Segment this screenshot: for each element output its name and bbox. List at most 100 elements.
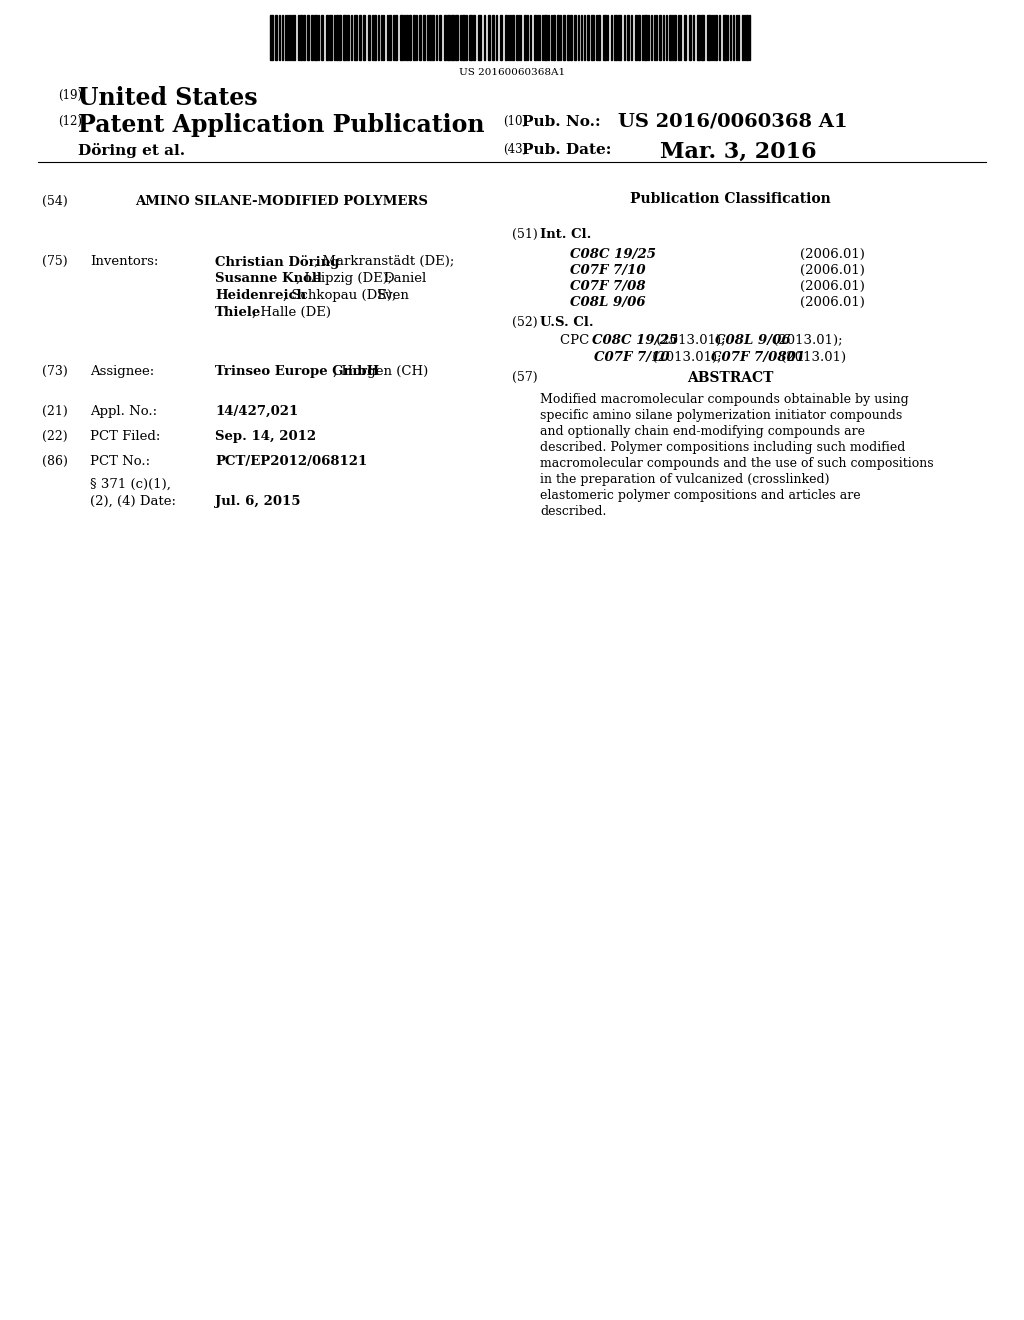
Bar: [406, 15, 408, 59]
Text: (75): (75): [42, 255, 68, 268]
Text: , Markranstädt (DE);: , Markranstädt (DE);: [314, 255, 455, 268]
Text: macromolecular compounds and the use of such compositions: macromolecular compounds and the use of …: [540, 457, 934, 470]
Bar: [347, 15, 349, 59]
Text: Sep. 14, 2012: Sep. 14, 2012: [215, 430, 316, 444]
Text: (2006.01): (2006.01): [800, 248, 865, 261]
Text: C08L 9/06: C08L 9/06: [716, 334, 791, 347]
Text: (51): (51): [512, 228, 538, 242]
Text: Christian Döring: Christian Döring: [215, 255, 339, 269]
Text: Thiele: Thiele: [215, 306, 261, 319]
Bar: [598, 15, 600, 59]
Text: CPC .: CPC .: [560, 334, 602, 347]
Bar: [570, 15, 572, 59]
Text: C08C 19/25: C08C 19/25: [570, 248, 656, 261]
Text: in the preparation of vulcanized (crosslinked): in the preparation of vulcanized (crossl…: [540, 473, 829, 486]
Text: Jul. 6, 2015: Jul. 6, 2015: [215, 495, 300, 508]
Text: and optionally chain end-modifying compounds are: and optionally chain end-modifying compo…: [540, 425, 865, 438]
Text: C07F 7/0801: C07F 7/0801: [712, 351, 806, 364]
Bar: [329, 15, 332, 59]
Text: Patent Application Publication: Patent Application Publication: [78, 114, 484, 137]
Bar: [534, 15, 536, 59]
Bar: [473, 15, 475, 59]
Text: (10): (10): [503, 115, 527, 128]
Bar: [321, 15, 323, 59]
Bar: [500, 15, 502, 59]
Text: Appl. No.:: Appl. No.:: [90, 405, 157, 418]
Text: (2006.01): (2006.01): [800, 264, 865, 277]
Bar: [563, 15, 565, 59]
Text: Mar. 3, 2016: Mar. 3, 2016: [660, 141, 816, 162]
Bar: [451, 15, 454, 59]
Bar: [413, 15, 415, 59]
Bar: [432, 15, 434, 59]
Bar: [339, 15, 341, 59]
Bar: [409, 15, 411, 59]
Text: , Leipzig (DE);: , Leipzig (DE);: [296, 272, 396, 285]
Bar: [447, 15, 450, 59]
Bar: [627, 15, 629, 59]
Bar: [591, 15, 594, 59]
Text: Assignee:: Assignee:: [90, 366, 155, 378]
Bar: [707, 15, 710, 59]
Text: (19): (19): [58, 88, 82, 102]
Text: Susanne Knoll: Susanne Knoll: [215, 272, 322, 285]
Bar: [419, 15, 421, 59]
Text: C07F 7/10: C07F 7/10: [594, 351, 670, 364]
Text: (21): (21): [42, 405, 68, 418]
Text: Pub. No.:: Pub. No.:: [522, 115, 601, 129]
Bar: [326, 15, 328, 59]
Bar: [423, 15, 425, 59]
Text: Modified macromolecular compounds obtainable by using: Modified macromolecular compounds obtain…: [540, 393, 908, 407]
Text: United States: United States: [78, 86, 258, 110]
Text: described.: described.: [540, 506, 606, 517]
Text: PCT/EP2012/068121: PCT/EP2012/068121: [215, 455, 368, 469]
Bar: [544, 15, 547, 59]
Text: (54): (54): [42, 195, 68, 209]
Bar: [314, 15, 317, 59]
Text: Trinseo Europe GmbH: Trinseo Europe GmbH: [215, 366, 379, 378]
Text: (57): (57): [512, 371, 538, 384]
Text: (2013.01);: (2013.01);: [652, 334, 730, 347]
Bar: [374, 15, 376, 59]
Bar: [697, 15, 700, 59]
Text: C07F 7/10: C07F 7/10: [570, 264, 645, 277]
Bar: [354, 15, 357, 59]
Text: described. Polymer compositions including such modified: described. Polymer compositions includin…: [540, 441, 905, 454]
Bar: [429, 15, 431, 59]
Text: Int. Cl.: Int. Cl.: [540, 228, 592, 242]
Bar: [400, 15, 403, 59]
Text: (86): (86): [42, 455, 68, 469]
Bar: [469, 15, 472, 59]
Text: Döring et al.: Döring et al.: [78, 143, 185, 158]
Text: (12): (12): [58, 115, 82, 128]
Text: elastomeric polymer compositions and articles are: elastomeric polymer compositions and art…: [540, 488, 860, 502]
Text: , Schkopau (DE);: , Schkopau (DE);: [284, 289, 401, 302]
Bar: [618, 15, 621, 59]
Bar: [638, 15, 640, 59]
Text: (52): (52): [512, 315, 538, 329]
Bar: [567, 15, 569, 59]
Text: (2006.01): (2006.01): [800, 280, 865, 293]
Text: (73): (73): [42, 366, 68, 378]
Bar: [478, 15, 481, 59]
Text: Heidenreich: Heidenreich: [215, 289, 306, 302]
Text: Sven: Sven: [377, 289, 410, 302]
Text: Publication Classification: Publication Classification: [630, 191, 830, 206]
Bar: [462, 15, 465, 59]
Text: (22): (22): [42, 430, 68, 444]
Text: (43): (43): [503, 143, 527, 156]
Bar: [746, 15, 748, 59]
Bar: [659, 15, 662, 59]
Text: (2006.01): (2006.01): [800, 296, 865, 309]
Bar: [336, 15, 338, 59]
Text: ABSTRACT: ABSTRACT: [687, 371, 773, 385]
Bar: [307, 15, 309, 59]
Bar: [635, 15, 637, 59]
Bar: [512, 15, 514, 59]
Text: C07F 7/08: C07F 7/08: [570, 280, 645, 293]
Bar: [715, 15, 717, 59]
Bar: [395, 15, 397, 59]
Bar: [275, 15, 278, 59]
Text: 14/427,021: 14/427,021: [215, 405, 298, 418]
Text: US 2016/0060368 A1: US 2016/0060368 A1: [618, 114, 848, 131]
